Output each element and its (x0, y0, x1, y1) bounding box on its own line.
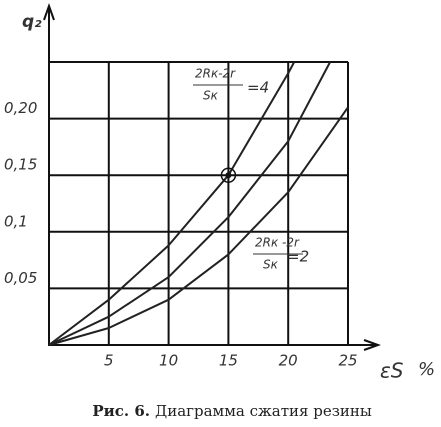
x-tick-label: 5 (104, 352, 114, 370)
x-axis-unit: % (418, 359, 435, 380)
highlight-ring (220, 167, 237, 183)
caption-prefix: Рис. 6. (92, 402, 150, 420)
x-tick-label: 15 (219, 352, 238, 370)
y-tick-label: 0,20 (4, 99, 37, 117)
highlight-dot (225, 172, 232, 179)
annotation-denominator: Sк (263, 258, 279, 272)
x-axis-label: εS (380, 359, 404, 383)
x-axis-arrow (363, 339, 381, 351)
y-tick-label: 0,15 (4, 156, 37, 174)
curve (48, 61, 296, 346)
x-tick-label: 25 (338, 352, 357, 370)
y-tick-label: 0,1 (4, 212, 28, 230)
x-tick-label: 10 (159, 352, 178, 370)
x-tick-label: 20 (279, 352, 298, 370)
y-tick-label: 0,05 (4, 269, 37, 287)
annotation-numerator: 2Rк-2r (195, 67, 236, 81)
annotation-value: =4 (247, 79, 269, 97)
annotation-denominator: Sк (203, 89, 219, 103)
curve (48, 106, 349, 346)
caption: Диаграмма сжатия резины (155, 402, 372, 420)
y-axis-arrow (43, 3, 55, 21)
annotation-numerator: 2Rк -2r (255, 236, 300, 250)
curve (48, 61, 331, 346)
annotation-value: =2 (287, 248, 309, 266)
y-axis-label: q₂ (22, 12, 42, 32)
